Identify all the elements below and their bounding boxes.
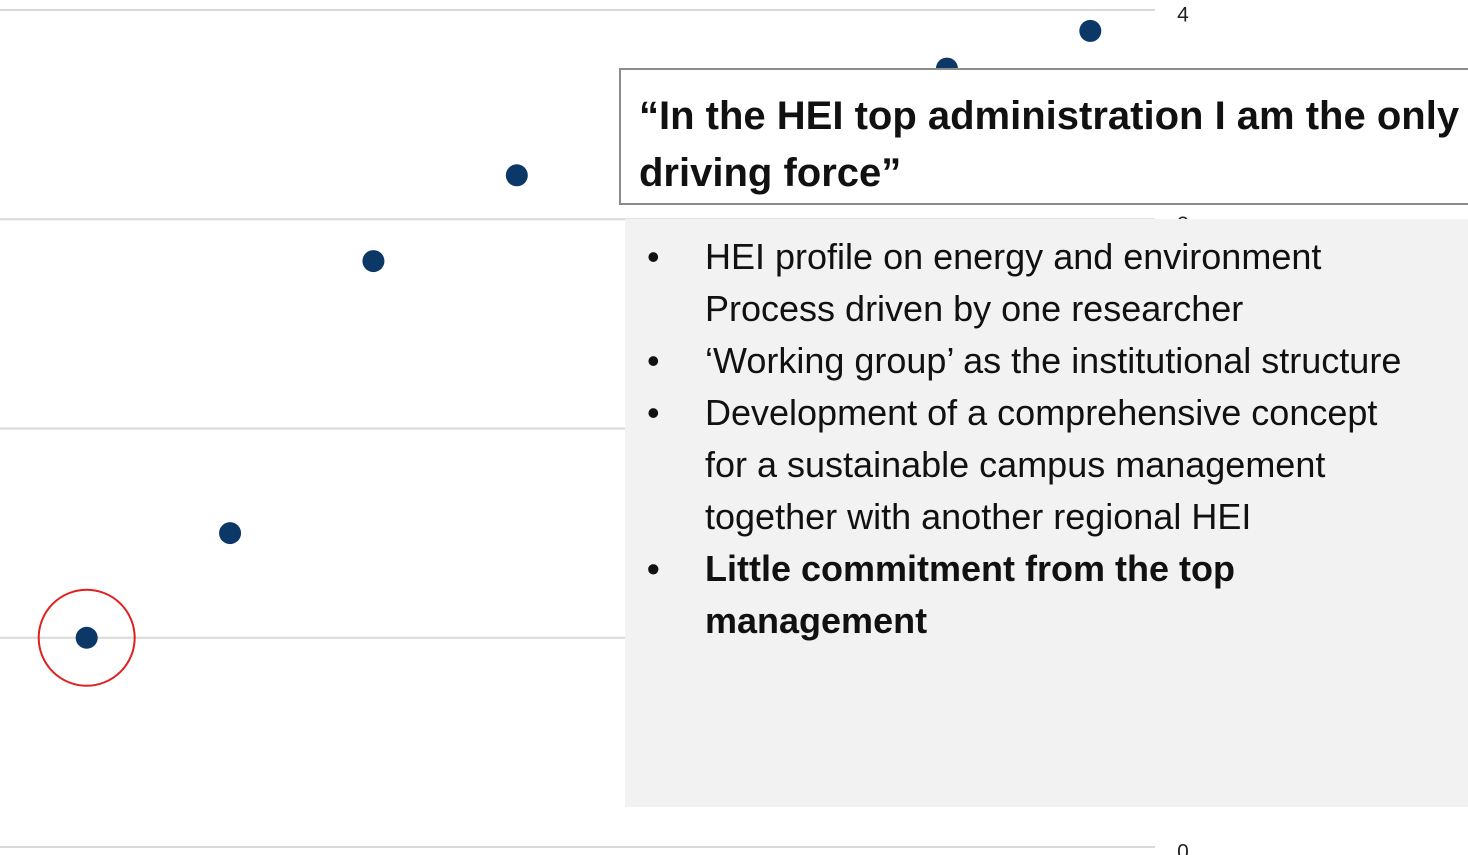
bullet-item: • HEI profile on energy and environment Pr… <box>625 231 1410 335</box>
bullet-text: Development of a comprehensive concept f… <box>705 392 1378 537</box>
bullet-text: ‘Working group’ as the institutional str… <box>705 340 1402 381</box>
bullet-marker: • <box>647 548 660 589</box>
bullet-item: • Development of a comprehensive concept … <box>625 387 1410 543</box>
bullet-item: • Little commitment from the top manageme… <box>625 543 1410 647</box>
bullet-text: Little commitment from the top managemen… <box>705 548 1235 641</box>
bullet-text: Process driven by one researcher <box>705 288 1244 329</box>
point <box>219 522 242 545</box>
quote-box: “In the HEI top administration I am the … <box>619 68 1468 205</box>
bullet-item: • ‘Working group’ as the institutional st… <box>625 335 1410 387</box>
point <box>75 626 98 649</box>
y-tick-label: 0 <box>1177 841 1189 855</box>
highlight-ring <box>37 588 136 687</box>
point <box>362 250 385 273</box>
bullet-marker: • <box>647 340 660 381</box>
bullet-box: • HEI profile on energy and environment Pr… <box>625 219 1468 807</box>
y-tick-label: 4 <box>1177 4 1189 27</box>
bullet-marker: • <box>647 236 660 277</box>
bullet-marker: • <box>647 392 660 433</box>
point <box>1079 19 1102 42</box>
point <box>505 164 528 187</box>
bullet-text: HEI profile on energy and environment <box>705 236 1322 277</box>
